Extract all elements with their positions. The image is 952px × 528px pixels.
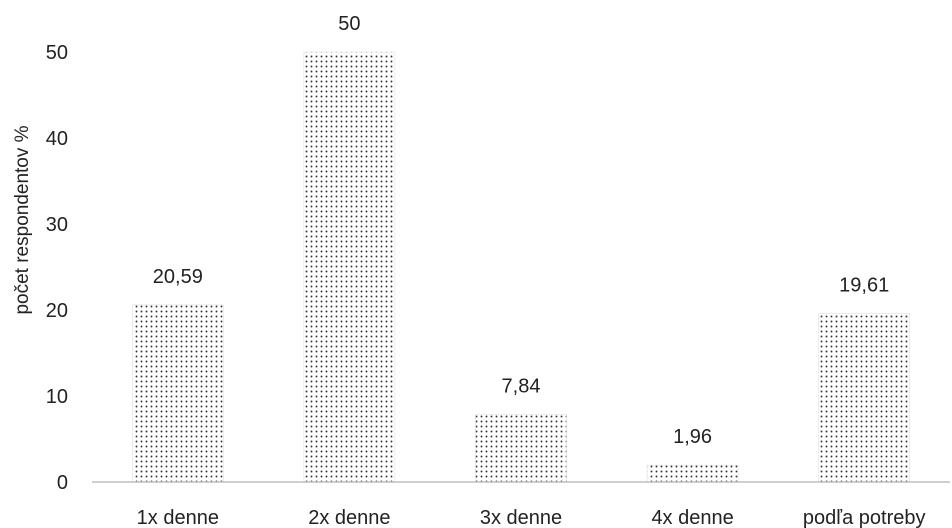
- y-tick-label: 20: [46, 300, 68, 322]
- bar: [475, 414, 567, 483]
- bar: [646, 464, 739, 483]
- data-labels-group: 20,59 50 7,84 1,96 19,61: [153, 13, 889, 448]
- y-axis-title: počet respondentov %: [12, 125, 33, 314]
- x-axis-ticks: 1x denne 2x denne 3x denne 4x denne podľa po…: [137, 507, 926, 528]
- y-tick-label: 10: [46, 386, 68, 408]
- y-tick-label: 50: [46, 42, 68, 64]
- x-tick-label: podľa potreby: [803, 507, 926, 528]
- bar: [818, 313, 910, 483]
- y-tick-label: 30: [46, 214, 68, 236]
- bar: [303, 51, 396, 483]
- bar: [132, 304, 224, 483]
- bars-group: [132, 51, 910, 483]
- x-tick-label: 1x denne: [137, 507, 219, 528]
- x-tick-label: 2x denne: [308, 507, 390, 528]
- data-label: 1,96: [673, 426, 712, 448]
- x-tick-label: 3x denne: [480, 507, 562, 528]
- data-label: 50: [338, 13, 360, 35]
- y-axis-ticks: 0 10 20 30 40 50: [46, 42, 68, 494]
- data-label: 7,84: [502, 376, 541, 398]
- x-tick-label: 4x denne: [651, 507, 733, 528]
- y-tick-label: 40: [46, 128, 68, 150]
- data-label: 20,59: [153, 266, 203, 288]
- data-label: 19,61: [839, 274, 889, 296]
- y-tick-label: 0: [57, 472, 68, 494]
